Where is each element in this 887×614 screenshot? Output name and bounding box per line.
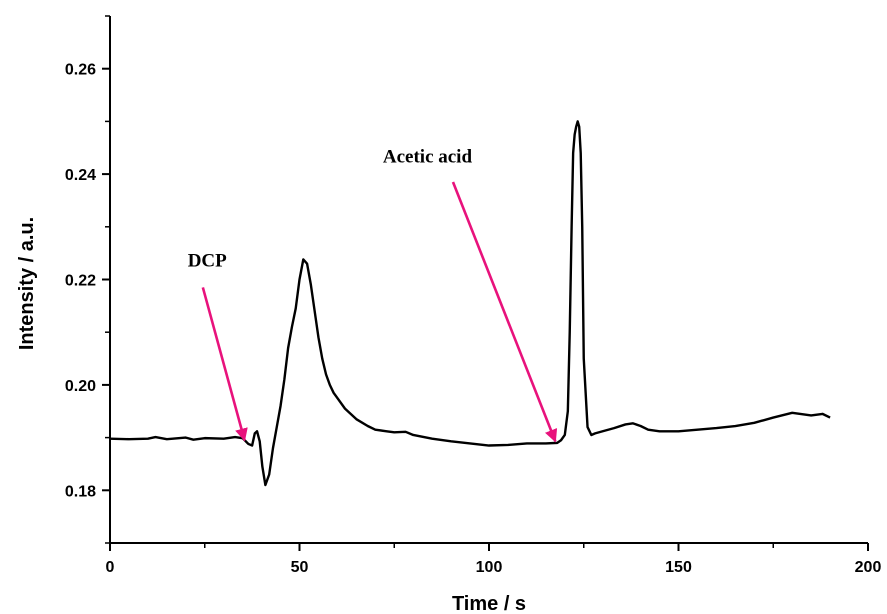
annotation-label: DCP xyxy=(188,250,227,271)
x-tick-label: 150 xyxy=(665,559,692,576)
series-line xyxy=(109,120,831,487)
annotation-arrow xyxy=(451,181,558,443)
y-tick-label: 0.22 xyxy=(65,273,96,290)
x-tick-label: 0 xyxy=(106,559,115,576)
x-tick-label: 50 xyxy=(291,559,309,576)
plot-area: 0 50 100 150 200 0.18 0.20 0.22 0.24 0.26 Time / s… xyxy=(16,15,882,614)
y-tick-label: 0.18 xyxy=(65,483,96,500)
x-tick-label: 200 xyxy=(855,559,882,576)
x-axis-title: Time / s xyxy=(452,593,526,614)
y-axis-title: Intensity / a.u. xyxy=(16,217,38,350)
annotation-label: Acetic acid xyxy=(383,147,473,168)
x-tick-label: 100 xyxy=(476,559,503,576)
annotation-arrow xyxy=(201,287,248,442)
y-tick-label: 0.24 xyxy=(65,167,96,184)
y-tick-label: 0.20 xyxy=(65,378,96,395)
y-tick-label: 0.26 xyxy=(65,62,96,79)
